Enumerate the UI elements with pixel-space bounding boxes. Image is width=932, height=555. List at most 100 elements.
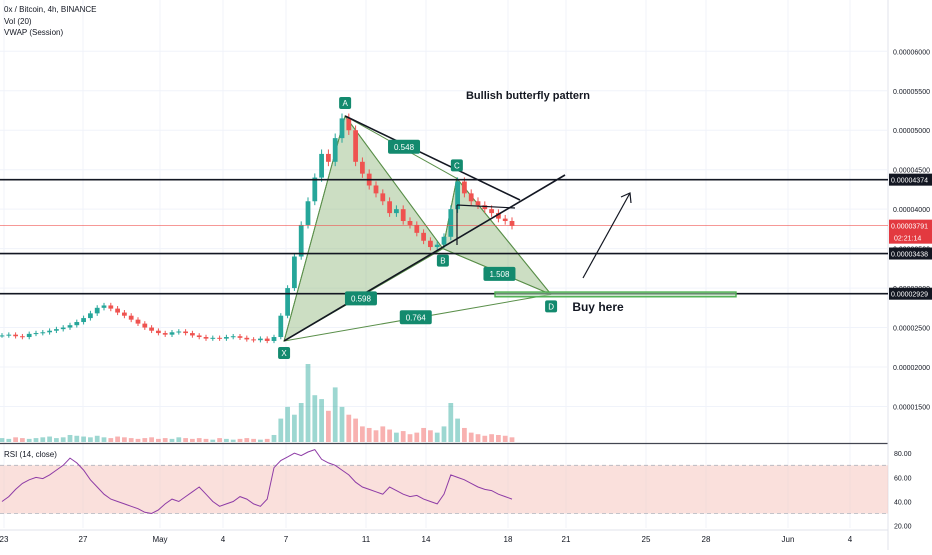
candle-body: [244, 337, 250, 340]
candle-body: [380, 193, 386, 202]
symbol-title[interactable]: 0x / Bitcoin, 4h, BINANCE: [4, 5, 97, 14]
volume-bar: [135, 438, 141, 442]
volume-bar: [428, 430, 433, 442]
candle-body: [0, 335, 5, 337]
volume-bar: [54, 438, 59, 442]
rsi-line: [1, 449, 513, 515]
pattern-point-label: C: [454, 161, 460, 170]
volume-bar: [509, 437, 515, 442]
pattern-point-label-box: [339, 97, 352, 110]
volume-bar: [400, 431, 406, 442]
candle-body: [156, 330, 161, 334]
candle-body: [298, 224, 304, 257]
candle-body: [60, 327, 66, 330]
candle-body: [26, 333, 32, 338]
candle-body: [20, 336, 25, 338]
level-price-tag: [889, 287, 932, 300]
candle-body: [509, 221, 515, 226]
rsi-axis-label: 40.00: [894, 499, 912, 506]
volume-bar: [108, 438, 114, 442]
candle-body: [319, 153, 324, 178]
ratio-label: 0.764: [406, 313, 427, 322]
bar-countdown: 02:21:14: [894, 236, 921, 243]
time-axis-label: 25: [642, 535, 651, 544]
candle-body: [271, 337, 277, 341]
volume-bar: [462, 427, 467, 442]
candle-body: [278, 315, 284, 338]
volume-bar: [468, 432, 474, 442]
time-axis-label: 28: [702, 535, 711, 544]
volume-bar: [67, 434, 73, 442]
ratio-label-box: [483, 266, 516, 281]
candle-body: [94, 307, 100, 314]
candle-body: [176, 331, 182, 333]
candle-body: [462, 181, 467, 194]
volume-bar: [169, 438, 175, 442]
volume-bar: [292, 414, 297, 442]
price-axis-label: 0.00004000: [893, 207, 930, 214]
candle-body: [67, 325, 73, 328]
rsi-axis-label: 20.00: [894, 524, 912, 531]
candle-body: [81, 318, 86, 323]
candle-body: [196, 335, 202, 338]
buy-here-annotation: Buy here: [572, 300, 624, 314]
pattern-leg: [344, 115, 444, 249]
volume-bar: [448, 403, 454, 442]
ascending-trendline: [283, 174, 566, 342]
volume-bar: [101, 437, 107, 442]
candle-body: [230, 336, 236, 338]
volume-bar: [0, 438, 5, 442]
rsi-header: RSI (14, close): [4, 450, 57, 459]
candle-body: [33, 333, 39, 335]
candle-body: [428, 240, 433, 248]
volume-bar: [258, 439, 263, 442]
volume-indicator-label[interactable]: Vol (20): [4, 16, 32, 26]
projection-arrow-head: [620, 192, 632, 204]
volume-bar: [251, 438, 256, 442]
candle-body: [115, 308, 120, 313]
time-axis-label: 14: [422, 535, 431, 544]
candle-body: [162, 333, 168, 335]
candle-body: [496, 213, 501, 219]
rsi-axis-label: 80.00: [894, 451, 912, 458]
last-price-tag: [889, 219, 932, 244]
candle-body: [475, 201, 481, 206]
volume-bar: [230, 439, 236, 442]
volume-bar: [339, 406, 345, 442]
volume-bar: [128, 438, 134, 442]
volume-bar: [353, 418, 358, 442]
candle-body: [360, 161, 365, 174]
candle-body: [407, 221, 413, 225]
candle-body: [183, 331, 188, 334]
volume-bar: [210, 439, 216, 442]
ratio-label-box: [388, 139, 421, 154]
candle-body: [142, 323, 148, 328]
candle-body: [421, 232, 426, 241]
volume-bar: [156, 438, 161, 442]
candle-body: [305, 201, 311, 225]
volume-bar: [74, 435, 80, 442]
candle-body: [108, 305, 114, 309]
buy-zone-box: [494, 291, 737, 298]
volume-bar: [312, 395, 318, 442]
volume-bar: [81, 436, 86, 442]
volume-bar: [278, 418, 284, 442]
ratio-label: 0.598: [351, 294, 372, 303]
candle-body: [122, 312, 127, 316]
ratio-label: 0.548: [394, 143, 415, 152]
candle-body: [190, 333, 195, 336]
volume-bar: [33, 438, 39, 442]
candle-body: [203, 337, 209, 339]
candle-body: [332, 138, 338, 162]
vwap-indicator-label[interactable]: VWAP (Session): [4, 28, 64, 37]
candle-body: [482, 205, 488, 210]
time-axis-label: 27: [79, 535, 88, 544]
candle-body: [373, 185, 379, 194]
price-axis-label: 0.00002000: [893, 365, 930, 372]
price-axis-label: 0.00002500: [893, 326, 930, 333]
volume-bar: [414, 432, 420, 442]
last-price-value: 0.00003791: [891, 224, 928, 231]
pattern-point-label-box: [545, 300, 558, 313]
